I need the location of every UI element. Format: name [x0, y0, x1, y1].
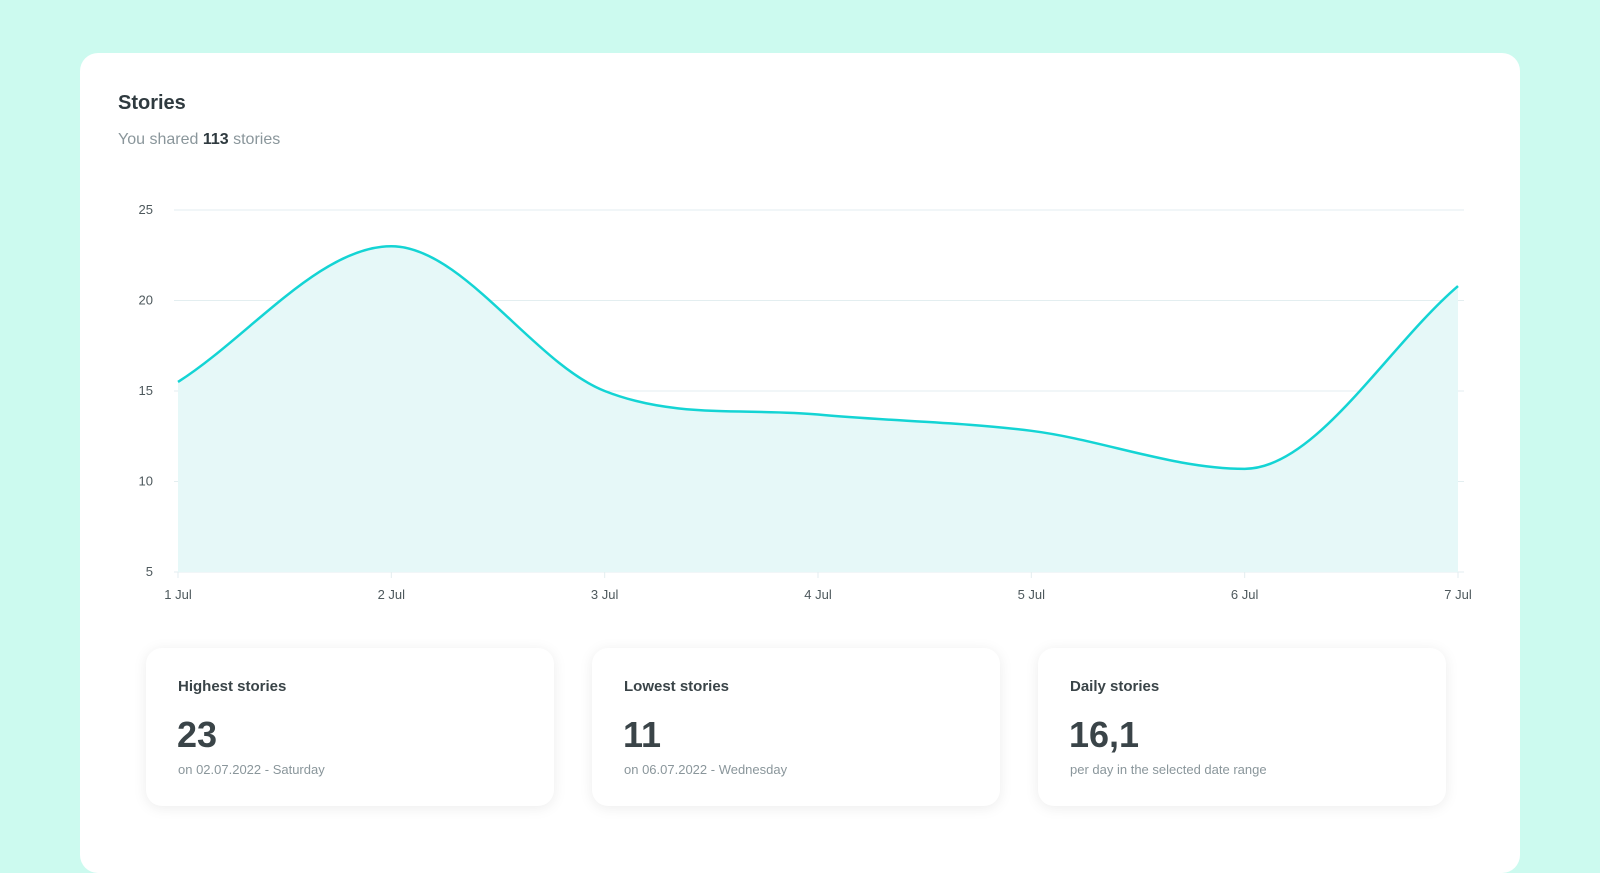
- x-tick-label: 6 Jul: [1231, 587, 1259, 602]
- stat-value: 23: [177, 714, 217, 756]
- x-tick-label: 5 Jul: [1018, 587, 1046, 602]
- stat-label: Highest stories: [178, 678, 286, 695]
- x-tick-label: 3 Jul: [591, 587, 619, 602]
- stat-label: Lowest stories: [624, 678, 729, 695]
- y-tick-label: 15: [139, 383, 153, 398]
- stat-card-lowest: Lowest stories 11 on 06.07.2022 - Wednes…: [592, 648, 1000, 806]
- stat-note: on 02.07.2022 - Saturday: [178, 762, 325, 777]
- y-tick-label: 25: [139, 202, 153, 217]
- stat-card-daily: Daily stories 16,1 per day in the select…: [1038, 648, 1446, 806]
- y-tick-label: 20: [139, 293, 153, 308]
- series-area: [178, 246, 1458, 572]
- stat-label: Daily stories: [1070, 678, 1159, 695]
- x-tick-label: 1 Jul: [164, 587, 192, 602]
- stat-note: per day in the selected date range: [1070, 762, 1267, 777]
- x-tick-label: 7 Jul: [1444, 587, 1472, 602]
- stat-value: 16,1: [1069, 714, 1139, 756]
- stat-note: on 06.07.2022 - Wednesday: [624, 762, 787, 777]
- stat-card-highest: Highest stories 23 on 02.07.2022 - Satur…: [146, 648, 554, 806]
- y-tick-label: 5: [146, 564, 153, 579]
- x-tick-label: 4 Jul: [804, 587, 832, 602]
- stat-value: 11: [623, 714, 661, 756]
- x-tick-label: 2 Jul: [378, 587, 406, 602]
- y-tick-label: 10: [139, 474, 153, 489]
